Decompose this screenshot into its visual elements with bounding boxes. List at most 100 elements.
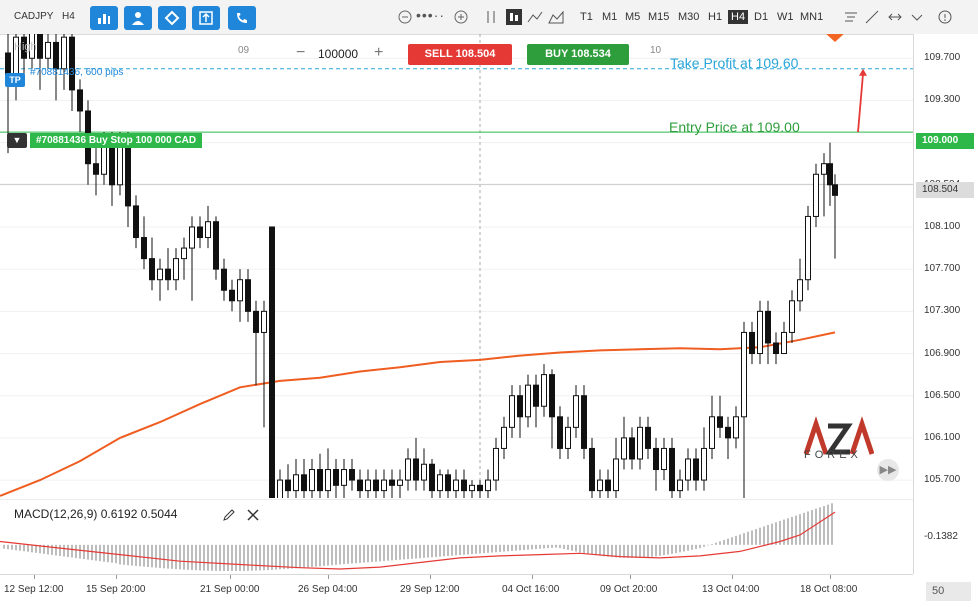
candle [541,364,547,417]
tp-badge[interactable]: TP [5,73,25,87]
candle [325,448,331,498]
tf-h1[interactable]: H1 [708,11,723,23]
candle [765,300,771,365]
tf-w1[interactable]: W1 [777,11,794,23]
support-button[interactable] [228,6,256,30]
lot-increase-button[interactable]: + [374,44,384,61]
tf-m30[interactable]: M30 [678,11,700,23]
arrows-icon[interactable] [887,9,903,25]
candle [813,163,819,227]
zoom-in-icon[interactable] [453,9,469,25]
candle [613,437,619,498]
buy-stop-badge[interactable]: ▼ [7,133,27,148]
line-chart-icon[interactable] [527,9,543,25]
candle [525,374,531,428]
candle [397,469,403,498]
symbol-label[interactable]: CADJPY [14,11,54,22]
candle-body [397,479,403,486]
edit-icon[interactable] [222,508,236,522]
tf-m1[interactable]: M1 [602,11,618,23]
price-tick-label: 106.900 [924,347,961,359]
candlestick-icon[interactable] [506,9,522,25]
candle-body [453,479,459,492]
period-input[interactable]: 50 [926,582,971,601]
chart-icon [98,14,110,24]
sell-button[interactable]: SELL 108.504 [408,44,512,65]
tf-m15[interactable]: M15 [648,11,670,23]
draw-lines-icon[interactable] [843,9,859,25]
timeframe-label[interactable]: H4 [62,11,75,22]
lot-decrease-button[interactable]: − [296,44,306,61]
person-icon [132,12,144,25]
tf-mn1[interactable]: MN1 [800,11,824,23]
tf-t1[interactable]: T1 [580,11,593,23]
chevron-down-icon[interactable] [909,9,925,25]
zoom-out-icon[interactable] [397,9,413,25]
candle-body [629,437,635,460]
candle [237,269,243,322]
tf-m5[interactable]: M5 [625,11,641,23]
candle-body [109,142,115,186]
template-button[interactable] [192,6,220,30]
area-chart-icon[interactable] [548,9,564,25]
candle [37,34,43,90]
scroll-forward-button[interactable]: ▶▶ [877,459,899,481]
candle-body [381,479,387,492]
candle-body [813,173,819,217]
price-axis[interactable]: 105.700 106.100 106.500 106.900 107.300 107.7… [913,34,978,574]
candle-body [637,426,643,460]
indicator-button[interactable] [124,6,152,30]
zoom-slider[interactable]: •••·· [416,7,446,23]
macd-chart[interactable] [0,499,913,571]
price-tick-label: 107.300 [924,305,961,317]
candle-body [269,226,275,498]
candle-body [245,279,251,312]
close-icon[interactable] [246,508,260,522]
candle [581,385,587,459]
candle [805,205,811,291]
candle-body [781,331,787,355]
lot-input[interactable]: 100000 [318,47,359,61]
time-tick-mark [830,575,831,579]
candle [133,195,139,249]
time-tick-mark [230,575,231,579]
candle-body [261,310,267,333]
candle-body [61,36,67,70]
price-tick-label: 108.100 [924,220,961,232]
candle [757,300,763,365]
candle-body [717,416,723,428]
price-chart[interactable] [0,34,913,498]
candle-body [125,142,131,207]
candle-body [757,310,763,355]
toolbar: CADJPY H4 •••·· T1 M1 M5 M15 M30 H1 H4 D… [0,0,978,35]
buy-button[interactable]: BUY 108.534 [527,44,629,65]
pending-order-label[interactable]: #70881436 Buy Stop 100 000 CAD [30,133,203,148]
candle [429,458,435,498]
chart-type-button[interactable] [90,6,118,30]
time-tick-mark [532,575,533,579]
candle [53,34,59,101]
price-tick-label: 106.100 [924,431,961,443]
candle-body [173,258,179,281]
settings-icon[interactable] [937,9,953,25]
candle [165,248,171,291]
candle-body [805,215,811,281]
entry-price-annotation: Entry Price at 109.00 [669,119,800,135]
candle [821,153,827,217]
candle-body [669,447,675,492]
time-axis[interactable]: 12 Sep 12:00 15 Sep 20:00 21 Sep 00:00 26 S… [0,574,913,607]
tf-h4[interactable]: H4 [728,10,749,24]
candle-body [773,342,779,355]
tf-d1[interactable]: D1 [754,11,769,23]
bar-chart-icon[interactable] [483,9,499,25]
objects-button[interactable] [158,6,186,30]
candle [405,448,411,491]
price-tick-label: 109.300 [924,94,961,106]
candle [253,300,259,386]
time-tick-mark [116,575,117,579]
candle [645,416,651,459]
candle [773,332,779,365]
candle-body [493,447,499,481]
time-marker-10: 10 [650,45,662,56]
trendline-icon[interactable] [864,9,880,25]
